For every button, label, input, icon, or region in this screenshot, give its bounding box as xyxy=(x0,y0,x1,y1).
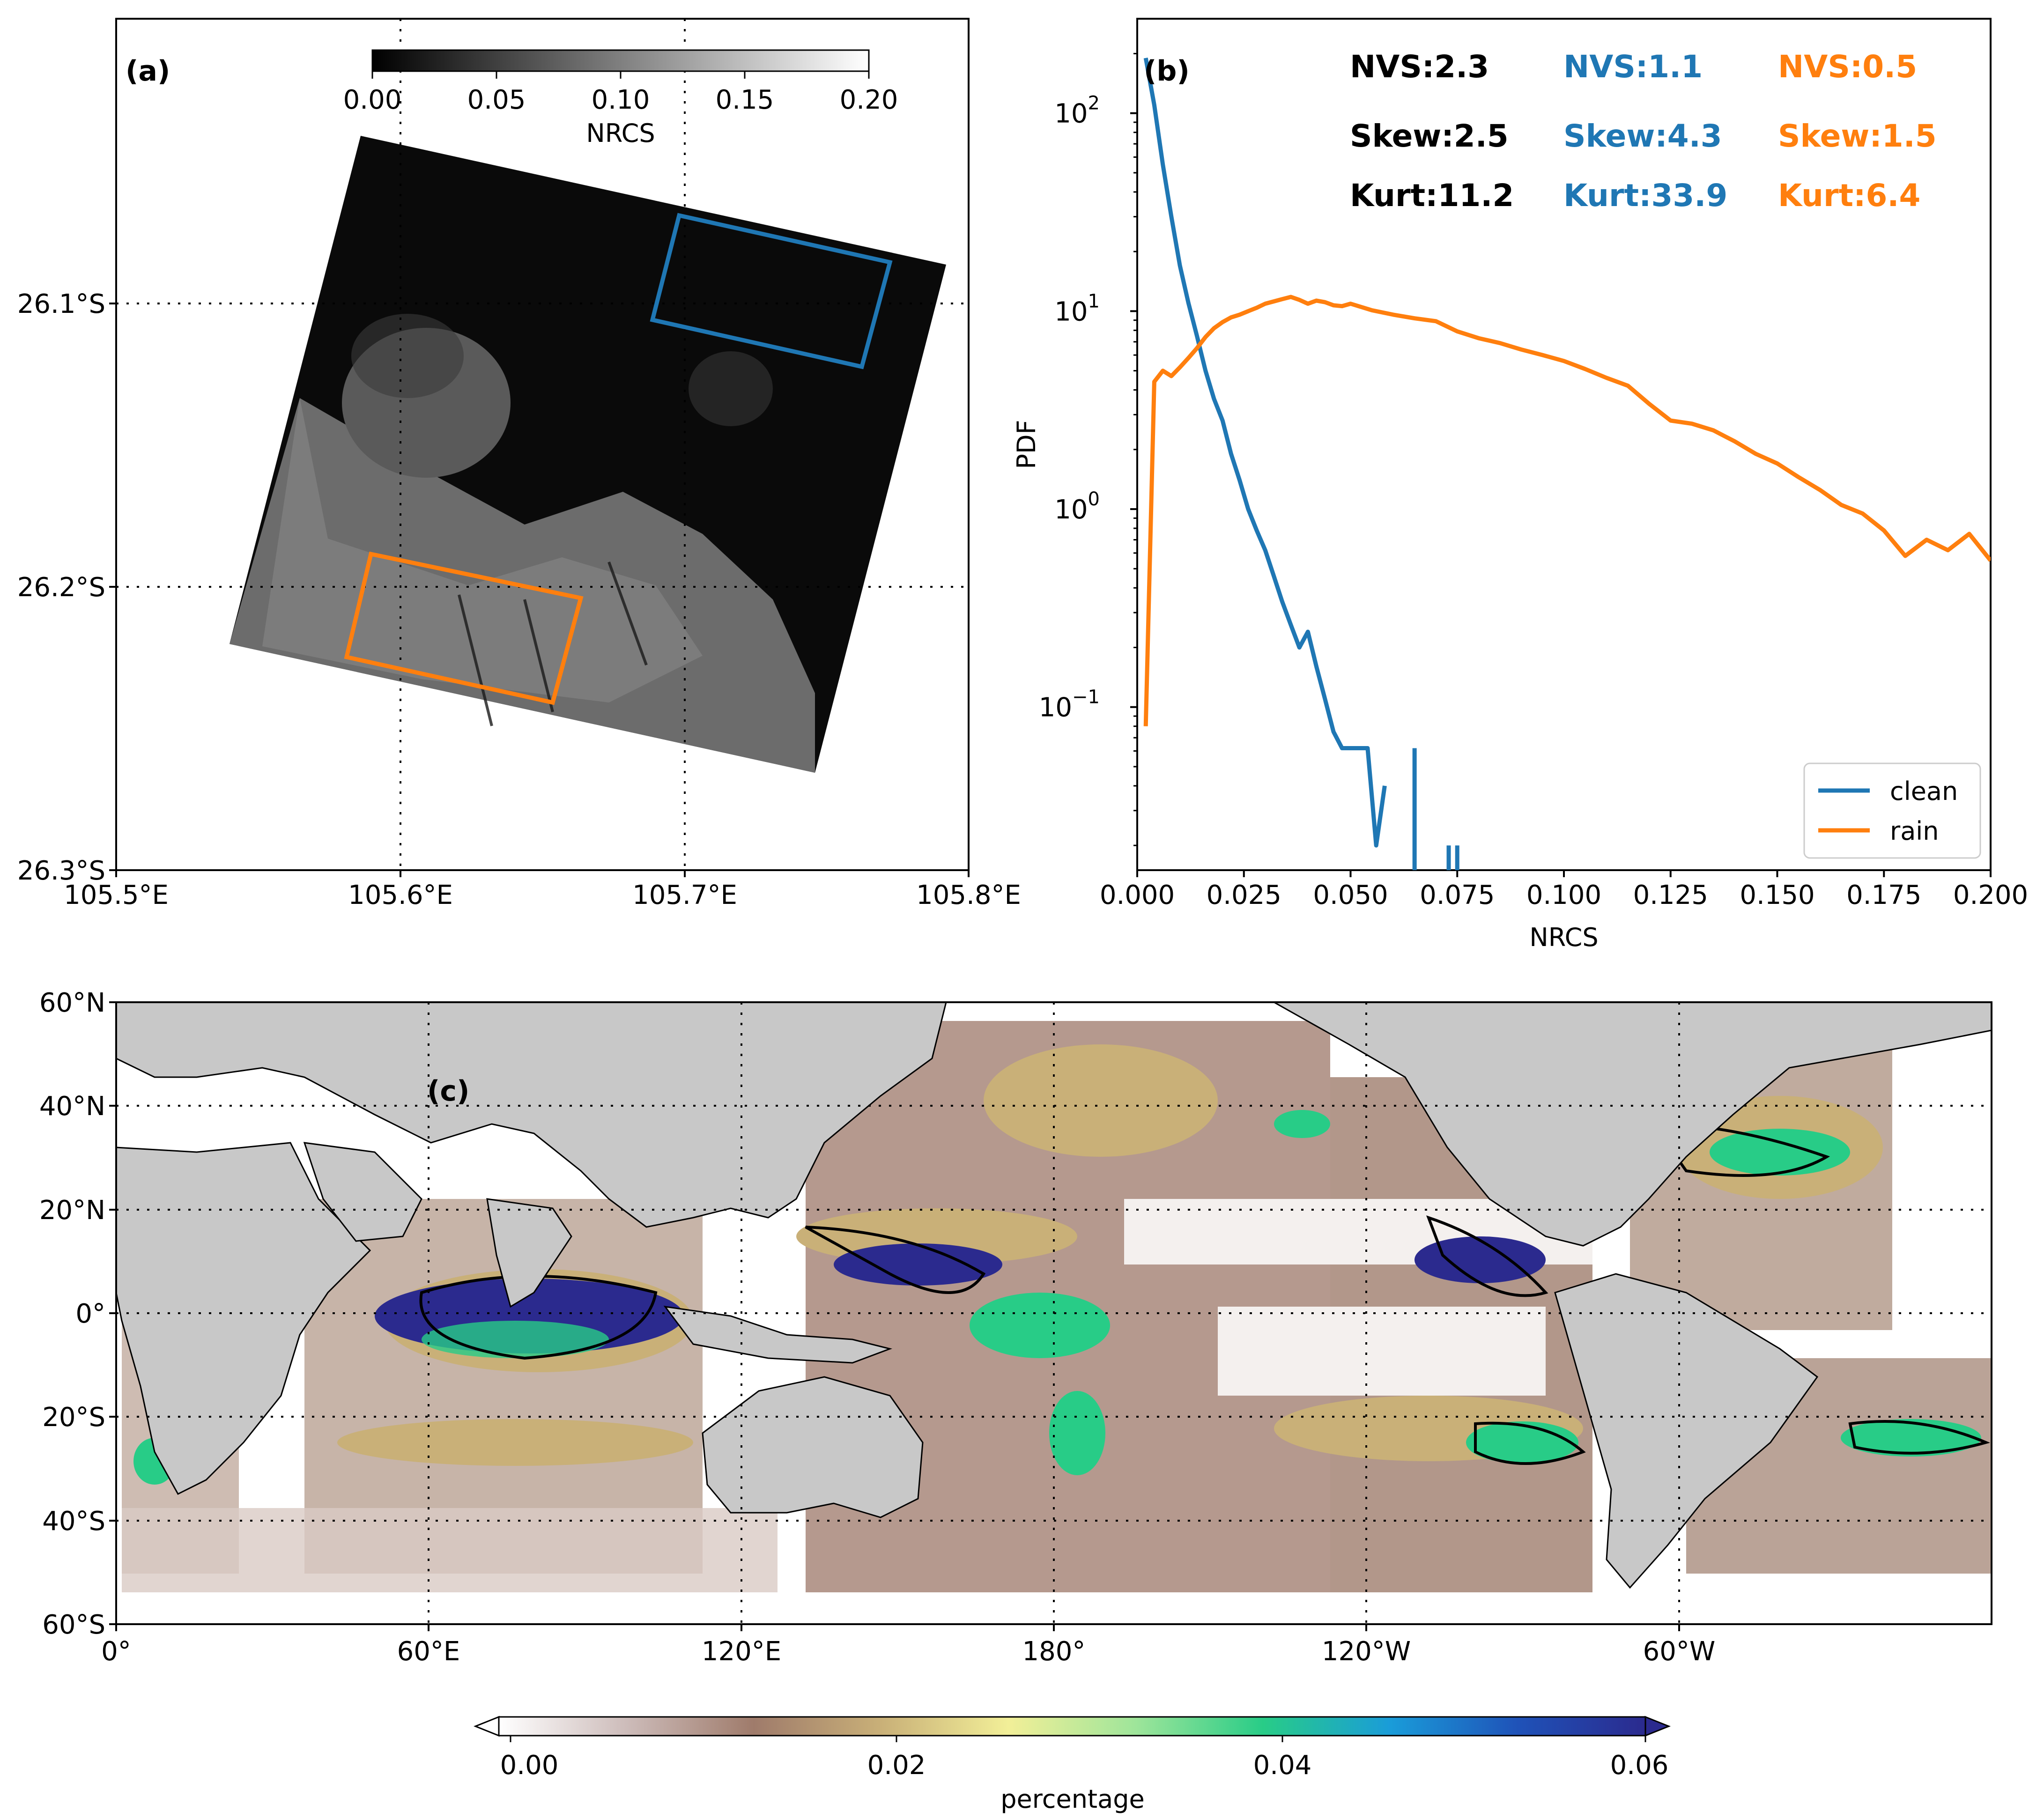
colorbar-c-tick-2: 0.04 xyxy=(1253,1750,1312,1781)
panel-b-xtick-label: 0.050 xyxy=(1313,880,1388,910)
land-indonesia xyxy=(663,1306,893,1364)
panel-b-xtick-label: 0.075 xyxy=(1420,880,1495,910)
land-australia xyxy=(702,1376,924,1518)
panel-b-series xyxy=(1143,57,1991,870)
panel-c-xtick-1: 60°E xyxy=(397,1636,460,1667)
colorbar-a-label: NRCS xyxy=(586,118,655,148)
panel-a-xtick-2: 105.7°E xyxy=(632,880,737,910)
panel-c-ytick-6: 60°S xyxy=(42,1610,105,1640)
panel-c-colorbar: 0.00 0.02 0.04 0.06 percentage xyxy=(473,1715,1671,1814)
stats-kurt-2: Kurt:6.4 xyxy=(1778,177,1920,214)
stats-kurt-1: Kurt:33.9 xyxy=(1563,177,1727,214)
panel-b-xticks: 0.000 0.025 0.050 0.075 0.100 0.125 0.150 0.175… xyxy=(1100,870,2028,910)
stats-nvs-2: NVS:0.5 xyxy=(1778,49,1917,85)
panel-b-ylabel: PDF xyxy=(1012,420,1041,469)
panel-b-xtick-label: 0.000 xyxy=(1100,880,1175,910)
panel-a-ytick-1: 26.2°S xyxy=(17,572,105,603)
panel-b-ytick-label: 10−1 xyxy=(1039,687,1100,723)
panel-a-ytick-0: 26.1°S xyxy=(17,289,105,319)
panel-a-colorbar xyxy=(371,49,870,72)
panel-a-axis-ticks xyxy=(109,303,970,877)
colorbar-c-tick-1: 0.02 xyxy=(867,1750,926,1781)
panel-c-label: (c) xyxy=(427,1075,469,1108)
colorbar-c-bar xyxy=(498,1716,1646,1737)
panel-c-xtick-2: 120°E xyxy=(702,1636,781,1667)
stats-nvs-1: NVS:1.1 xyxy=(1563,49,1703,85)
panel-c-axis-ticks xyxy=(109,1001,1680,1631)
colorbar-a-tick-2: 0.10 xyxy=(592,85,650,115)
panel-c-xtick-5: 60°W xyxy=(1643,1636,1716,1667)
colorbar-c-tick-0: 0.00 xyxy=(500,1750,559,1781)
panel-c-ytick-4: 20°S xyxy=(42,1402,105,1433)
land-europe-asia xyxy=(116,1002,947,1228)
panel-a-colorbar-ticks: 0.00 0.05 0.10 0.15 0.20 xyxy=(343,71,898,115)
panel-b-legend: clean rain xyxy=(1803,762,1981,859)
land-south-america xyxy=(1554,1273,1819,1589)
panel-a-label: (a) xyxy=(126,55,170,88)
colorbar-c-tick-3: 0.06 xyxy=(1610,1750,1669,1781)
stats-kurt-0: Kurt:11.2 xyxy=(1350,177,1514,214)
legend-label-rain: rain xyxy=(1890,816,1939,846)
legend-label-clean: clean xyxy=(1890,776,1958,806)
panel-c: (c) 0° 60°E 120°E 180° 120°W 60°W 60°N 4… xyxy=(39,988,1992,1814)
panel-a-xtick-0: 105.5°E xyxy=(64,880,169,910)
colorbar-c-label: percentage xyxy=(1000,1784,1144,1814)
panel-b-xtick-label: 0.125 xyxy=(1633,880,1708,910)
panel-b-xtick-label: 0.150 xyxy=(1740,880,1814,910)
colorbar-c-min-arrow xyxy=(473,1715,500,1737)
rain-region-box xyxy=(344,551,584,705)
panel-b-xtick-label: 0.100 xyxy=(1526,880,1601,910)
clean-region-box xyxy=(650,213,893,370)
panel-c-ytick-2: 20°N xyxy=(39,1195,105,1226)
colorbar-a-tick-0: 0.00 xyxy=(343,85,402,115)
stats-nvs-0: NVS:2.3 xyxy=(1350,49,1489,85)
panel-b-frame xyxy=(1136,18,1992,871)
series-line-rain xyxy=(1143,295,1991,726)
colorbar-a-tick-4: 0.20 xyxy=(840,85,898,115)
stats-skew-0: Skew:2.5 xyxy=(1350,118,1509,154)
panel-c-xtick-0: 0° xyxy=(101,1636,131,1667)
land-masses xyxy=(116,1002,1992,1589)
land-arabia xyxy=(303,1142,422,1242)
land-africa xyxy=(116,1142,371,1495)
colorbar-a-tick-3: 0.15 xyxy=(716,85,774,115)
colorbar-c-max-arrow xyxy=(1644,1715,1671,1737)
colorbar-a-tick-1: 0.05 xyxy=(467,85,526,115)
panel-b-xtick-label: 0.175 xyxy=(1846,880,1921,910)
land-india xyxy=(486,1198,572,1308)
panel-a-ytick-2: 26.3°S xyxy=(17,856,105,886)
legend-box xyxy=(1803,762,1981,859)
panel-a-xtick-3: 105.8°E xyxy=(916,880,1021,910)
stats-block: NVS:2.3 Skew:2.5 Kurt:11.2 NVS:1.1 Skew:… xyxy=(1350,49,1937,214)
land-north-america xyxy=(1272,1002,1992,1247)
panel-a: 0.00 0.05 0.10 0.15 0.20 NRCS (a) 105.5°… xyxy=(17,18,1021,910)
stats-skew-2: Skew:1.5 xyxy=(1778,118,1937,154)
panel-b-xlabel: NRCS xyxy=(1529,923,1598,952)
panel-b-label: (b) xyxy=(1144,55,1190,88)
panel-b-ytick-label: 101 xyxy=(1054,290,1100,327)
panel-c-ytick-1: 40°N xyxy=(39,1091,105,1122)
series-line-clean xyxy=(1143,57,1387,848)
panel-c-ytick-5: 40°S xyxy=(42,1506,105,1537)
panel-a-xtick-1: 105.6°E xyxy=(348,880,453,910)
panel-c-xtick-4: 120°W xyxy=(1322,1636,1411,1667)
panel-c-gridlines xyxy=(116,1002,1992,1624)
panel-c-ytick-3: 0° xyxy=(75,1299,105,1329)
panel-b-ytick-label: 100 xyxy=(1054,488,1100,525)
panel-b: 0.000 0.025 0.050 0.075 0.100 0.125 0.150 0.175… xyxy=(1012,18,2028,952)
panel-b-yticks: 102 101 100 10−1 xyxy=(1039,52,1137,846)
panel-c-xtick-3: 180° xyxy=(1022,1636,1086,1667)
stats-skew-1: Skew:4.3 xyxy=(1563,118,1722,154)
panel-b-ytick-label: 102 xyxy=(1054,93,1100,129)
panel-c-ytick-0: 60°N xyxy=(39,988,105,1018)
panel-b-xtick-label: 0.200 xyxy=(1953,880,2028,910)
panel-b-xtick-label: 0.025 xyxy=(1207,880,1281,910)
